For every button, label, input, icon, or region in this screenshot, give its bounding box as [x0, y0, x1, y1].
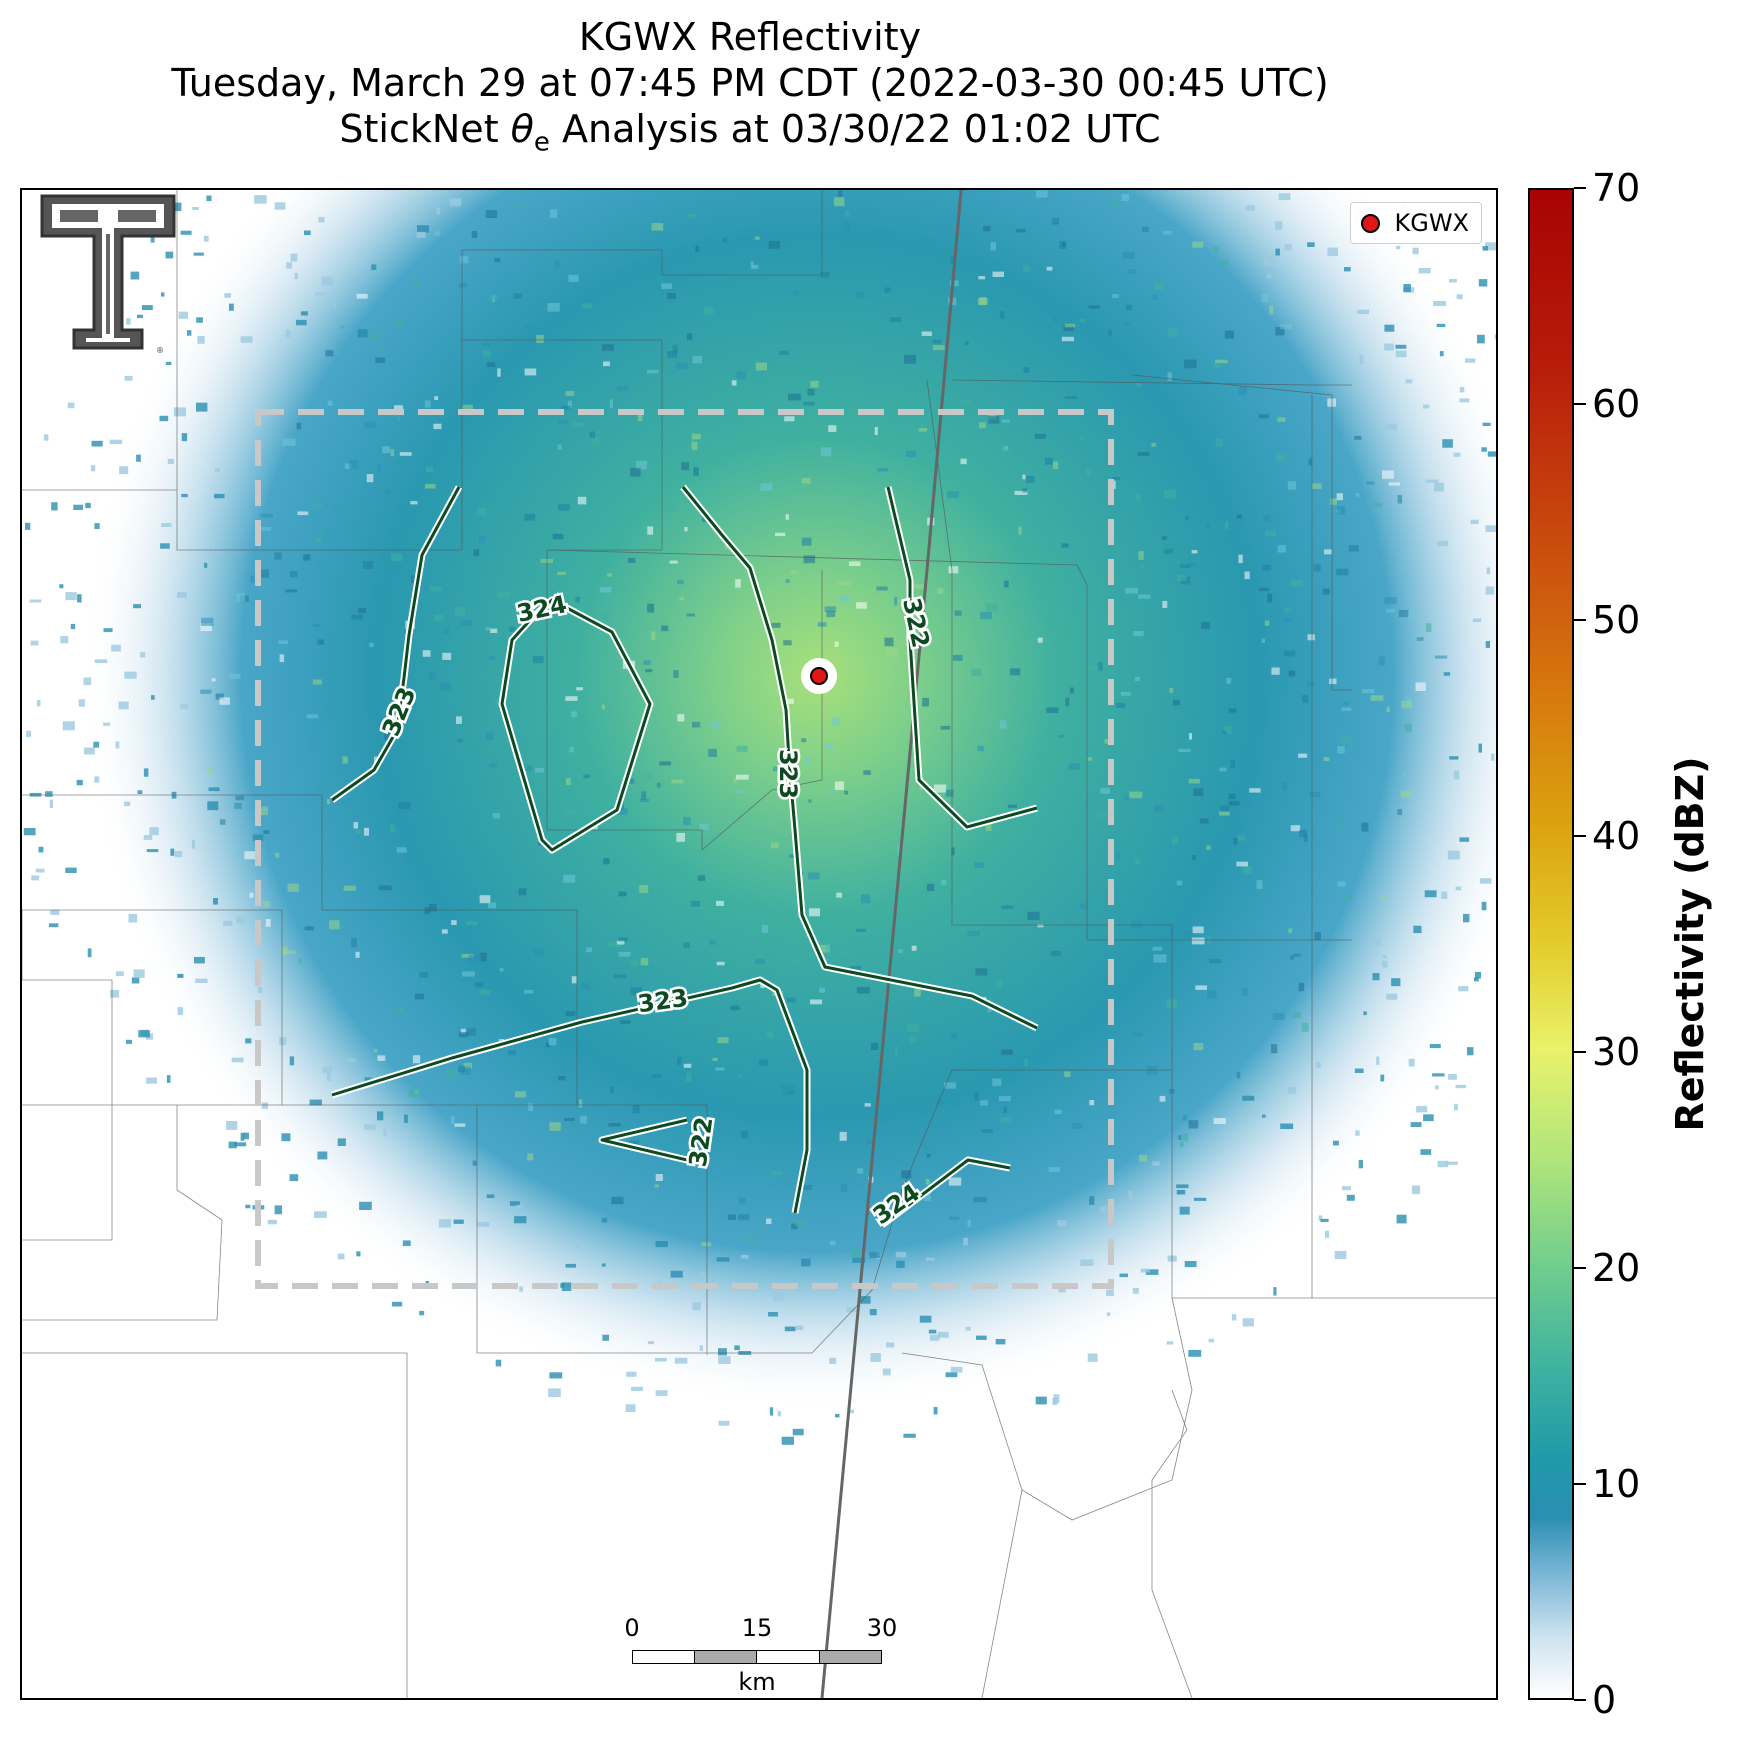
title-line-3: StickNet θe Analysis at 03/30/22 01:02 U…: [339, 107, 1161, 158]
contour-324-south: [881, 1158, 1011, 1227]
colorbar-tick-label: 0: [1592, 1678, 1617, 1722]
colorbar-tick-label: 40: [1592, 814, 1641, 858]
colorbar-tick-mark: [1574, 403, 1586, 405]
radar-map[interactable]: 324 323 323 322 323 322 324 ® KGWX 0 15 30 km: [20, 188, 1498, 1700]
scale-bar-tick: 15: [741, 1614, 773, 1642]
scale-bar: 0 15 30 km: [624, 1614, 897, 1696]
reflectivity-speckle: [23, 190, 1496, 1445]
colorbar-tick-mark: [1574, 187, 1586, 189]
county-boundaries: [22, 190, 1496, 1698]
colorbar-tick-label: 70: [1592, 166, 1641, 210]
analysis-domain-box: [255, 409, 1114, 1289]
scale-bar-unit: km: [738, 1668, 776, 1696]
title-line-2: Tuesday, March 29 at 07:45 PM CDT (2022-…: [171, 61, 1329, 105]
title-line-1: KGWX Reflectivity: [578, 15, 922, 59]
svg-text:®: ®: [156, 346, 164, 355]
radar-site-marker: [810, 667, 828, 685]
colorbar-tick-label: 30: [1592, 1030, 1641, 1074]
contour-label-323: 323: [774, 749, 802, 799]
theta-e-contours: [329, 484, 1039, 1228]
reflectivity-field: [22, 190, 1496, 1436]
colorbar-tick-mark: [1574, 835, 1586, 837]
colorbar-tick-label: 10: [1592, 1462, 1641, 1506]
contour-323-west: [331, 486, 461, 802]
colorbar-tick-mark: [1574, 1267, 1586, 1269]
contour-323-central: [681, 486, 1038, 1030]
map-legend: KGWX: [1350, 202, 1482, 244]
colorbar-tick-mark: [1574, 1483, 1586, 1485]
colorbar-title: Reflectivity (dBZ): [1668, 756, 1712, 1132]
colorbar-tick-label: 60: [1592, 382, 1641, 426]
scale-bar-tick: 0: [624, 1614, 640, 1642]
contour-323-south: [331, 978, 809, 1214]
scale-bar-tick: 30: [866, 1614, 898, 1642]
legend-label: KGWX: [1394, 209, 1469, 237]
contour-324-closed: [500, 598, 652, 852]
colorbar-tick-label: 20: [1592, 1246, 1641, 1290]
colorbar-tick-mark: [1574, 619, 1586, 621]
colorbar-tick-label: 50: [1592, 598, 1641, 642]
highway-line: [820, 190, 963, 1698]
radar-site-legend-marker: [1361, 213, 1381, 233]
colorbar-tick-mark: [1574, 1051, 1586, 1053]
contour-322-east: [886, 486, 1038, 829]
theta-symbol: θ: [510, 107, 534, 151]
texas-tech-double-t-logo: ®: [40, 194, 176, 355]
reflectivity-colorbar: [1528, 188, 1574, 1700]
colorbar-tick-mark: [1574, 1699, 1586, 1701]
contour-322-south: [600, 1118, 688, 1162]
